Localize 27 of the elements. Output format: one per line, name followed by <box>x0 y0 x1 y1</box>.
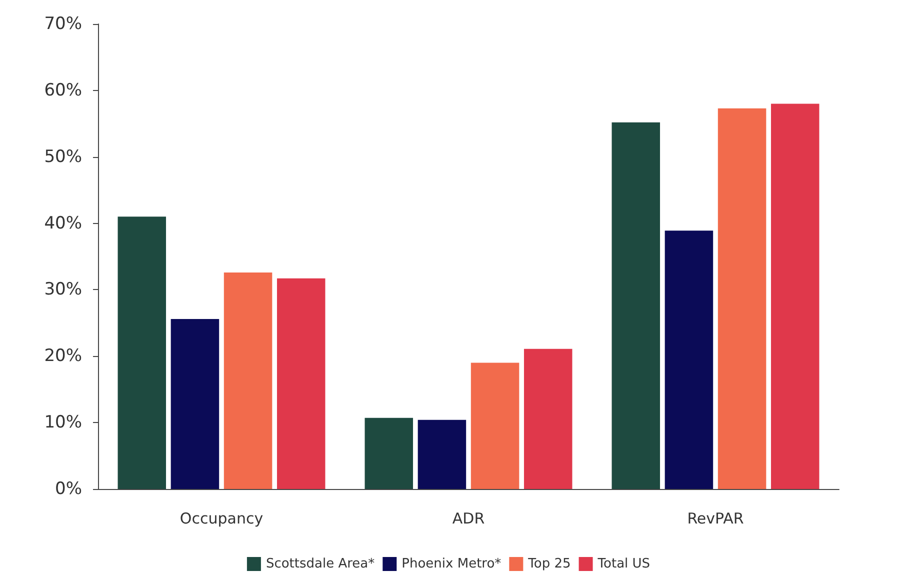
bar <box>118 216 166 489</box>
bar <box>470 362 520 489</box>
y-tick-label: 50% <box>44 146 82 167</box>
bar <box>770 104 820 489</box>
bar <box>718 108 766 489</box>
legend-label: Top 25 <box>527 556 571 572</box>
y-tick-label: 60% <box>44 80 82 100</box>
bar <box>364 418 414 489</box>
bar <box>612 122 660 489</box>
bar <box>170 318 220 489</box>
x-tick-label: ADR <box>452 510 485 528</box>
bar <box>276 278 326 489</box>
x-tick-label: RevPAR <box>687 510 744 528</box>
y-tick-label: 40% <box>44 213 82 234</box>
legend-label: Total US <box>596 556 650 572</box>
y-tick-label: 70% <box>44 14 82 34</box>
y-tick-label: 30% <box>44 280 82 300</box>
bar <box>224 272 272 489</box>
legend-label: Phoenix Metro* <box>402 556 502 572</box>
y-tick-label: 20% <box>44 346 82 366</box>
x-tick-label: Occupancy <box>180 510 264 528</box>
y-tick-label: 10% <box>44 412 82 433</box>
bar <box>418 420 466 489</box>
legend-label: Scottsdale Area* <box>266 556 376 572</box>
y-tick-label: 0% <box>55 479 82 499</box>
bar <box>664 230 714 489</box>
bar <box>524 348 572 489</box>
